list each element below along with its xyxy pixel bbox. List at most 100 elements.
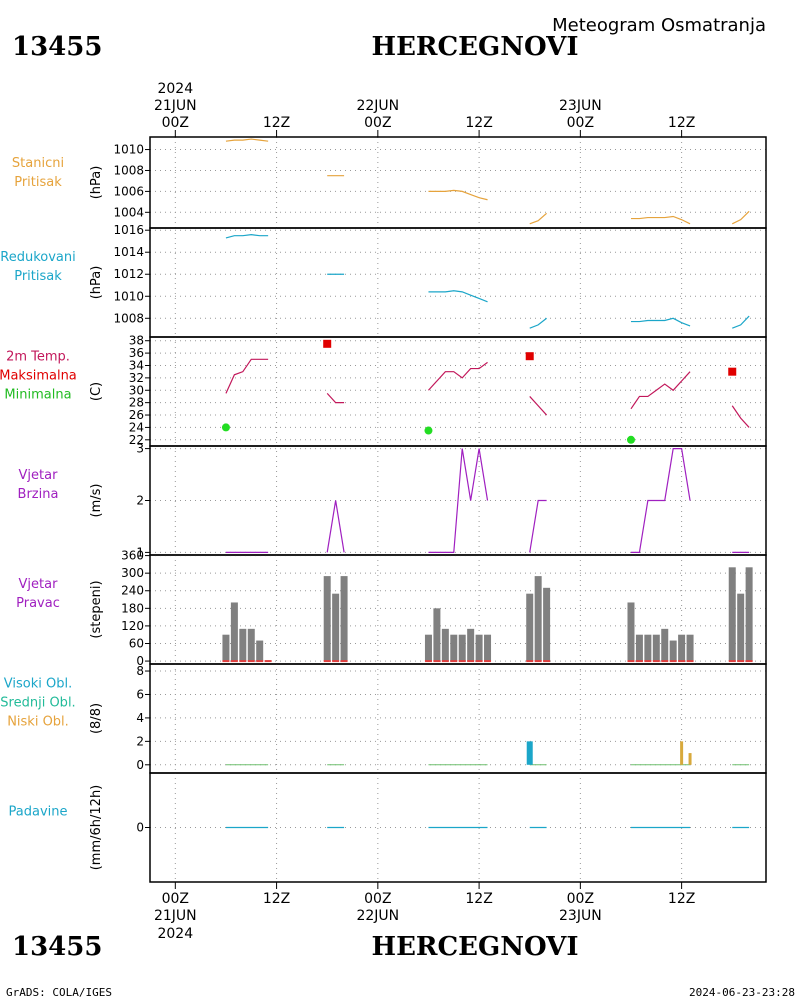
y-tick-label: 0 — [136, 758, 144, 772]
station-name-top: HERCEGNOVI — [372, 32, 579, 62]
panel-frame — [149, 772, 767, 883]
max-temp-marker — [728, 367, 737, 376]
y-tick-label: 180 — [121, 601, 144, 615]
panel-label-line: Redukovani — [0, 250, 75, 265]
y-tick-label: 1008 — [113, 311, 144, 325]
wind-direction-bar — [340, 576, 348, 662]
panel-label-line: Maksimalna — [0, 369, 77, 384]
panel-label-line: Stanicni — [12, 156, 64, 171]
y-tick-label: 24 — [129, 420, 144, 434]
series-line — [225, 234, 269, 239]
top-time-label: 00Z — [364, 115, 391, 131]
y-tick-label: 1008 — [113, 163, 144, 177]
panel-label-line: Vjetar — [19, 577, 59, 592]
series-line — [529, 212, 547, 225]
panel-wind-direction: 0 60 120 180 240 300 360 Vjetar Pravac (stepeni) — [16, 549, 767, 668]
series-line — [428, 189, 488, 201]
bottom-year-label: 2024 — [157, 926, 193, 942]
wind-direction-bar — [450, 634, 458, 662]
panel-label-line: Visoki Obl. — [4, 677, 72, 692]
station-id-bottom: 13455 — [12, 932, 102, 962]
wind-direction-bar — [652, 634, 660, 662]
series-line — [630, 447, 691, 554]
cloud-bar — [680, 741, 684, 765]
series-line — [428, 448, 489, 554]
panel-label-line: Niski Obl. — [7, 715, 69, 730]
panel-precipitation: 0 Padavine (mm/6h/12h) — [9, 772, 767, 883]
y-tick-label: 28 — [129, 396, 144, 410]
wind-direction-bar — [323, 576, 331, 662]
panel-frame — [149, 336, 767, 447]
wind-direction-bar — [441, 628, 449, 662]
station-id-top: 13455 — [12, 32, 102, 62]
series-line — [225, 138, 269, 142]
y-tick-label: 1016 — [113, 223, 144, 237]
y-tick-label: 4 — [136, 711, 144, 725]
y-tick-label: 2 — [136, 494, 144, 508]
series-line — [529, 396, 548, 416]
wind-direction-bar — [627, 602, 635, 662]
top-date-label: 23JUN — [559, 98, 602, 114]
bottom-time-label: 12Z — [263, 891, 290, 907]
wind-direction-bar — [239, 628, 247, 662]
wind-direction-bar — [644, 634, 652, 662]
wind-direction-bar — [635, 634, 643, 662]
series-line — [428, 290, 488, 303]
wind-direction-bar — [678, 634, 686, 662]
cloud-bar — [526, 741, 533, 765]
wind-direction-bar — [543, 587, 551, 662]
panel-cloud-cover: 0 2 4 6 8 Visoki Obl. Srednji Obl. Niski Obl. (8… — [0, 663, 767, 774]
y-tick-label: 120 — [121, 619, 144, 633]
min-temp-marker — [221, 423, 230, 432]
wind-direction-bar — [222, 634, 230, 662]
panel-label-line: Vjetar — [19, 468, 59, 483]
y-tick-label: 1012 — [113, 267, 144, 281]
max-temp-marker — [525, 352, 534, 361]
y-tick-label: 6 — [136, 687, 144, 701]
y-tick-label: 36 — [129, 346, 144, 360]
bottom-date-label: 21JUN — [154, 908, 197, 924]
series-line — [630, 215, 691, 225]
y-tick-label: 60 — [129, 636, 144, 650]
bottom-time-label: 00Z — [162, 891, 189, 907]
panel-label-line: Srednji Obl. — [0, 696, 75, 711]
unit-label: (8/8) — [89, 703, 104, 734]
wind-direction-bar — [467, 628, 475, 662]
y-tick-label: 240 — [121, 584, 144, 598]
panel-label-line: 2m Temp. — [6, 350, 70, 365]
credit-label: GrADS: COLA/IGES — [6, 986, 112, 999]
meteogram-title: Meteogram Osmatranja — [552, 15, 766, 36]
y-tick-label: 38 — [129, 334, 144, 348]
y-tick-label: 360 — [121, 549, 144, 563]
bottom-time-label: 00Z — [364, 891, 391, 907]
panel-station-pressure: 1004 1006 1008 1010 Stanicni Pritisak (hPa) — [12, 136, 767, 229]
top-time-label: 00Z — [162, 115, 189, 131]
wind-direction-bar — [526, 593, 534, 662]
wind-direction-bar — [737, 593, 745, 662]
min-temp-marker — [626, 435, 635, 444]
wind-direction-bar — [669, 640, 677, 662]
y-tick-label: 8 — [136, 664, 144, 678]
wind-direction-bar — [424, 634, 432, 662]
y-tick-label: 1006 — [113, 184, 144, 198]
station-name-bottom: HERCEGNOVI — [372, 932, 579, 962]
panel-label-line: Brzina — [18, 487, 59, 502]
wind-direction-bar — [256, 640, 264, 662]
wind-direction-bar — [728, 567, 736, 662]
top-date-label: 22JUN — [356, 98, 399, 114]
cloud-bar — [688, 753, 692, 765]
top-time-label: 00Z — [567, 115, 594, 131]
top-time-label: 12Z — [668, 115, 695, 131]
top-date-label: 21JUN — [154, 98, 197, 114]
unit-label: (m/s) — [89, 484, 104, 518]
time-axis: 00Z 00Z 12Z 12Z 00Z 00Z 12Z 12Z 00Z 00Z 12Z 12Z 21JU… — [154, 81, 695, 942]
y-tick-label: 26 — [129, 408, 144, 422]
y-tick-label: 34 — [129, 358, 144, 372]
panel-frame — [149, 136, 767, 229]
y-tick-label: 1010 — [113, 289, 144, 303]
y-tick-label: 1010 — [113, 143, 144, 157]
series-line — [326, 392, 345, 404]
series-line — [326, 500, 345, 553]
